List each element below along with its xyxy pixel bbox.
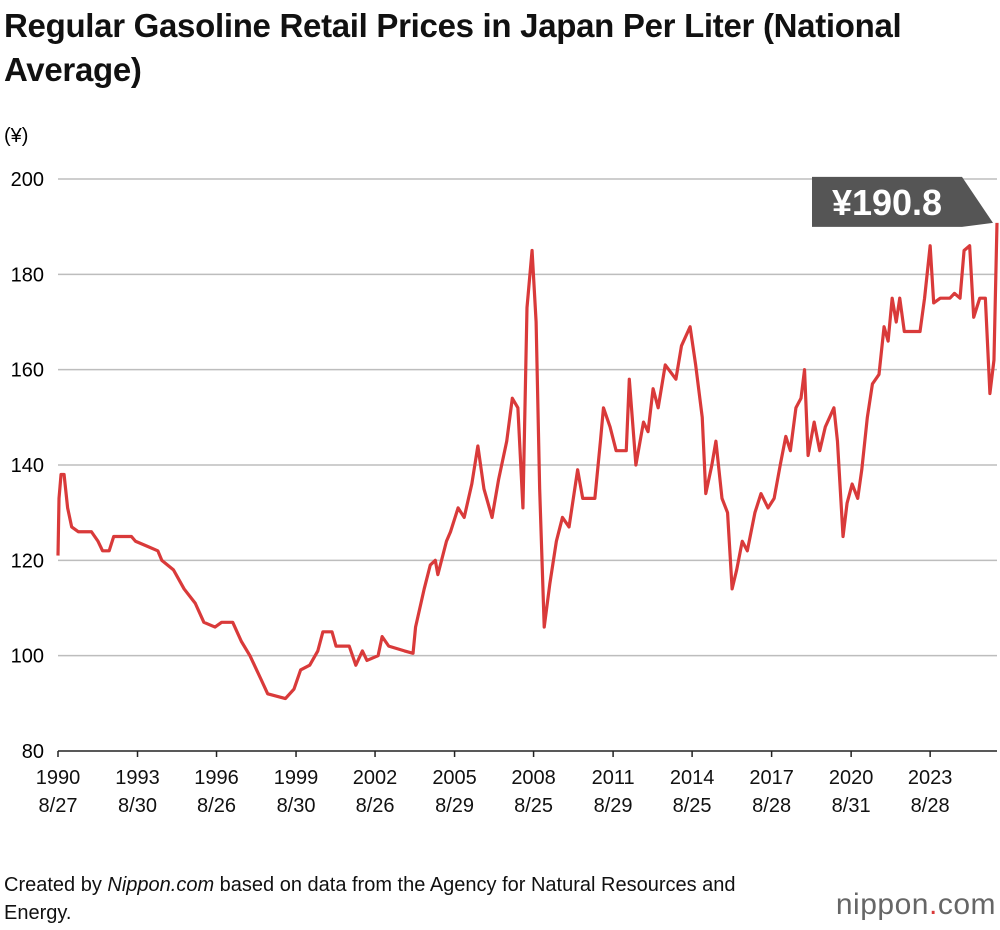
x-tick-label: 2020 8/31 <box>828 767 874 817</box>
x-tick-label: 2002 8/26 <box>352 767 398 817</box>
line <box>56 222 999 701</box>
y-tick-label: 160 <box>11 360 44 382</box>
x-tick-label: 2023 8/28 <box>907 767 953 817</box>
x-tick-label: 1993 8/30 <box>115 767 160 817</box>
x-tick-label: 1996 8/26 <box>194 767 239 817</box>
logo-text: nippon <box>835 888 929 921</box>
y-tick-label: 180 <box>11 264 44 286</box>
x-tick-label: 2008 8/25 <box>511 767 556 817</box>
x-tick-label: 1990 8/27 <box>35 767 81 817</box>
logo: nippon.com <box>836 888 996 922</box>
x-tick-label: 2011 8/29 <box>591 767 635 817</box>
x-tick-label: 2017 8/28 <box>749 767 794 817</box>
y-tick-label: 140 <box>11 455 44 477</box>
value-label: ¥190.8 <box>832 182 942 223</box>
y-axis-unit: (¥) <box>4 125 28 147</box>
x-tick-label: 1999 8/30 <box>273 767 319 817</box>
y-tick-label: 100 <box>11 646 44 668</box>
y-tick-label: 120 <box>11 550 44 572</box>
y-tick-label: 80 <box>22 741 44 763</box>
logo-text: com <box>937 888 996 921</box>
source-note: Created by Nippon.com based on data from… <box>4 871 764 927</box>
x-tick-label: 2005 8/29 <box>432 767 477 817</box>
callout-box <box>812 176 993 227</box>
source-text: based on data from the Agency for Natura… <box>4 874 736 924</box>
source-text: Created by <box>4 874 108 896</box>
chart-title: Regular Gasoline Retail Prices in Japan … <box>4 7 902 88</box>
logo-dot: . <box>928 888 938 921</box>
source-text: Nippon.com <box>107 874 215 896</box>
y-tick-label: 200 <box>11 169 44 191</box>
x-tick-label: 2014 8/25 <box>669 767 715 817</box>
